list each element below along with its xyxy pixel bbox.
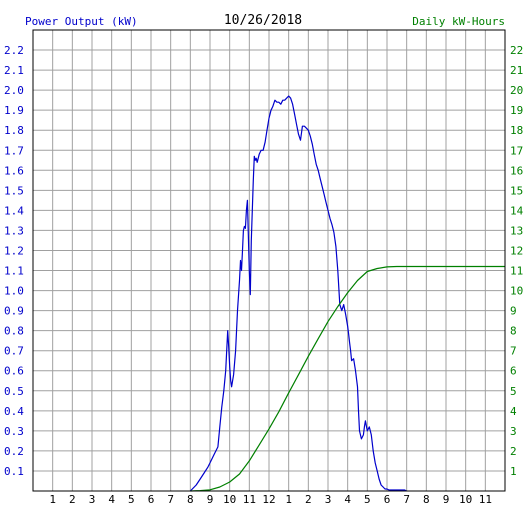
right-y-tick-label: 3 <box>510 425 517 438</box>
x-tick-label: 5 <box>364 493 371 506</box>
right-y-tick-label: 7 <box>510 345 517 358</box>
series-lines <box>189 95 505 492</box>
right-y-tick-label: 13 <box>510 224 523 237</box>
right-y-tick-label: 8 <box>510 325 517 338</box>
x-tick-label: 10 <box>223 493 236 506</box>
left-y-tick-label: 1.0 <box>4 285 24 298</box>
left-y-tick-label: 1.3 <box>4 224 24 237</box>
left-y-tick-label: 2.1 <box>4 64 24 77</box>
right-y-tick-label: 12 <box>510 244 523 257</box>
x-tick-label: 11 <box>479 493 492 506</box>
left-axis-title: Power Output (kW) <box>25 15 138 28</box>
x-tick-label: 3 <box>325 493 332 506</box>
left-y-tick-label: 0.6 <box>4 365 24 378</box>
left-y-tick-label: 2.0 <box>4 84 24 97</box>
x-tick-label: 8 <box>187 493 194 506</box>
left-y-tick-label: 0.3 <box>4 425 24 438</box>
right-y-tick-label: 11 <box>510 265 523 278</box>
x-tick-label: 8 <box>423 493 430 506</box>
x-tick-label: 2 <box>69 493 76 506</box>
right-y-tick-label: 20 <box>510 84 523 97</box>
x-tick-label: 1 <box>49 493 56 506</box>
left-y-tick-label: 0.1 <box>4 465 24 478</box>
left-y-tick-label: 1.4 <box>4 204 24 217</box>
x-tick-label: 12 <box>262 493 275 506</box>
left-y-tick-label: 2.2 <box>4 44 24 57</box>
chart-title: 10/26/2018 <box>224 13 302 28</box>
right-axis-title: Daily kW-Hours <box>412 15 505 28</box>
left-y-tick-label: 1.5 <box>4 184 24 197</box>
x-tick-label: 9 <box>443 493 450 506</box>
left-y-tick-label: 1.2 <box>4 244 24 257</box>
right-y-tick-label: 2 <box>510 445 517 458</box>
right-y-tick-label: 6 <box>510 365 517 378</box>
right-y-tick-label: 19 <box>510 104 523 117</box>
power-output-line <box>189 95 407 492</box>
left-y-tick-label: 1.9 <box>4 104 24 117</box>
plot-frame <box>32 29 506 492</box>
left-y-tick-label: 0.7 <box>4 345 24 358</box>
right-y-tick-label: 4 <box>510 405 517 418</box>
left-y-tick-label: 0.9 <box>4 305 24 318</box>
grid-lines <box>33 30 505 491</box>
left-y-tick-label: 0.4 <box>4 405 24 418</box>
right-y-tick-label: 10 <box>510 285 523 298</box>
x-tick-label: 10 <box>459 493 472 506</box>
left-y-tick-label: 0.8 <box>4 325 24 338</box>
right-y-tick-label: 1 <box>510 465 517 478</box>
x-tick-label: 7 <box>167 493 174 506</box>
left-axis-ticks: 0.1 0.2 0.3 0.4 0.5 0.6 0.7 0.8 0.9 1.0 1.1 1.2 1.3 1… <box>4 44 24 478</box>
right-y-tick-label: 9 <box>510 305 517 318</box>
left-y-tick-label: 1.8 <box>4 124 24 137</box>
right-y-tick-label: 16 <box>510 164 523 177</box>
left-y-tick-label: 1.7 <box>4 144 24 157</box>
right-y-tick-label: 21 <box>510 64 523 77</box>
x-tick-label: 4 <box>108 493 115 506</box>
left-y-tick-label: 1.6 <box>4 164 24 177</box>
left-y-tick-label: 0.5 <box>4 385 24 398</box>
x-axis-ticks: 1 2 3 4 5 6 7 8 9 10 11 12 1 2 3 4 5 6 7 8 9 10 11 <box>49 493 492 506</box>
x-tick-label: 2 <box>305 493 312 506</box>
x-tick-label: 5 <box>128 493 135 506</box>
right-y-tick-label: 14 <box>510 204 524 217</box>
x-tick-label: 7 <box>403 493 410 506</box>
x-tick-label: 1 <box>285 493 292 506</box>
daily-kwh-line <box>190 265 505 492</box>
x-tick-label: 6 <box>148 493 155 506</box>
left-y-tick-label: 1.1 <box>4 265 24 278</box>
x-tick-label: 6 <box>384 493 391 506</box>
x-tick-label: 4 <box>344 493 351 506</box>
right-y-tick-label: 17 <box>510 144 523 157</box>
left-y-tick-label: 0.2 <box>4 445 24 458</box>
x-tick-label: 3 <box>89 493 96 506</box>
x-tick-label: 9 <box>207 493 214 506</box>
right-y-tick-label: 18 <box>510 124 523 137</box>
right-y-tick-label: 15 <box>510 184 523 197</box>
right-y-tick-label: 22 <box>510 44 523 57</box>
x-tick-label: 11 <box>243 493 256 506</box>
right-y-tick-label: 5 <box>510 385 517 398</box>
